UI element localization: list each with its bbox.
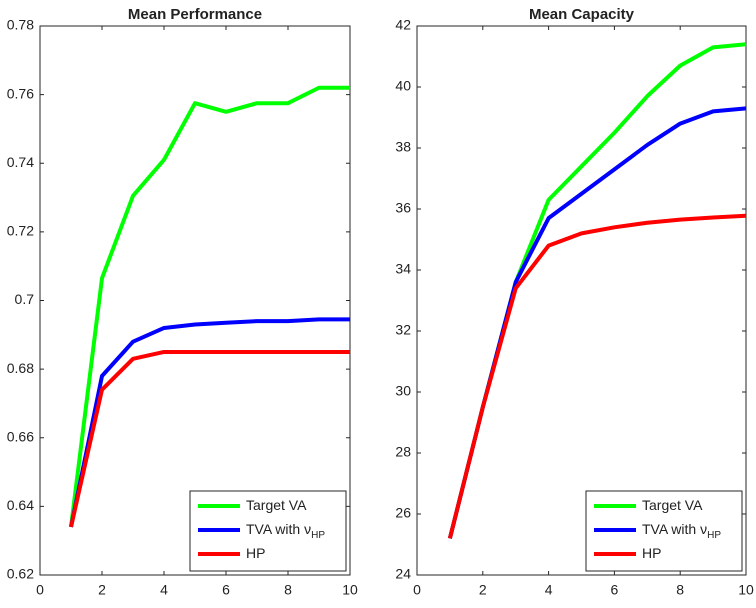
x-tick-label: 2 xyxy=(98,582,106,598)
x-tick-label: 0 xyxy=(413,582,421,598)
y-tick-label: 40 xyxy=(395,78,411,94)
plot-area xyxy=(39,25,351,576)
y-tick-label: 36 xyxy=(395,200,411,216)
x-tick-label: 0 xyxy=(36,582,44,598)
y-tick-label: 0.78 xyxy=(7,17,34,33)
x-tick-label: 10 xyxy=(342,582,358,598)
legend-name: HP xyxy=(642,545,661,561)
y-tick-label: 28 xyxy=(395,444,411,460)
y-tick-label: 0.76 xyxy=(7,85,34,101)
chart-title: Mean Performance xyxy=(128,6,262,23)
legend-name: TVA with ν xyxy=(642,521,707,537)
legend-label: HP xyxy=(246,545,265,561)
x-tick-label: 4 xyxy=(160,582,168,598)
legend-label: Target VA xyxy=(642,497,703,513)
line xyxy=(69,317,350,528)
line xyxy=(69,85,350,528)
y-tick-label: 30 xyxy=(395,383,411,399)
legend-subscript: HP xyxy=(707,530,721,541)
line xyxy=(447,213,747,539)
legend-name: Target VA xyxy=(246,497,307,513)
y-tick-label: 38 xyxy=(395,139,411,155)
y-tick-label: 0.72 xyxy=(7,223,34,239)
x-tick-label: 8 xyxy=(284,582,292,598)
legend-label: TVA with νHP xyxy=(642,521,721,541)
legend-label: TVA with νHP xyxy=(246,521,325,541)
legend-label: HP xyxy=(642,545,661,561)
x-tick-label: 2 xyxy=(479,582,487,598)
x-tick-label: 8 xyxy=(676,582,684,598)
y-tick-label: 26 xyxy=(395,505,411,521)
x-tick-label: 4 xyxy=(545,582,553,598)
line xyxy=(69,349,350,528)
y-tick-label: 0.66 xyxy=(7,428,34,444)
y-tick-label: 0.74 xyxy=(7,154,34,170)
y-tick-label: 24 xyxy=(395,566,411,582)
x-tick-label: 6 xyxy=(611,582,619,598)
y-tick-label: 0.62 xyxy=(7,566,34,582)
x-tick-label: 6 xyxy=(222,582,230,598)
legend-name: Target VA xyxy=(642,497,703,513)
y-tick-label: 42 xyxy=(395,17,411,33)
legend-label: Target VA xyxy=(246,497,307,513)
chart-title: Mean Capacity xyxy=(529,6,635,23)
legend-name: TVA with ν xyxy=(246,521,311,537)
x-tick-label: 10 xyxy=(738,582,754,598)
y-tick-label: 0.7 xyxy=(15,291,35,307)
y-tick-label: 0.64 xyxy=(7,497,34,513)
y-tick-label: 0.68 xyxy=(7,360,34,376)
y-tick-label: 34 xyxy=(395,261,411,277)
legend-name: HP xyxy=(246,545,265,561)
legend-subscript: HP xyxy=(311,530,325,541)
y-tick-label: 32 xyxy=(395,322,411,338)
